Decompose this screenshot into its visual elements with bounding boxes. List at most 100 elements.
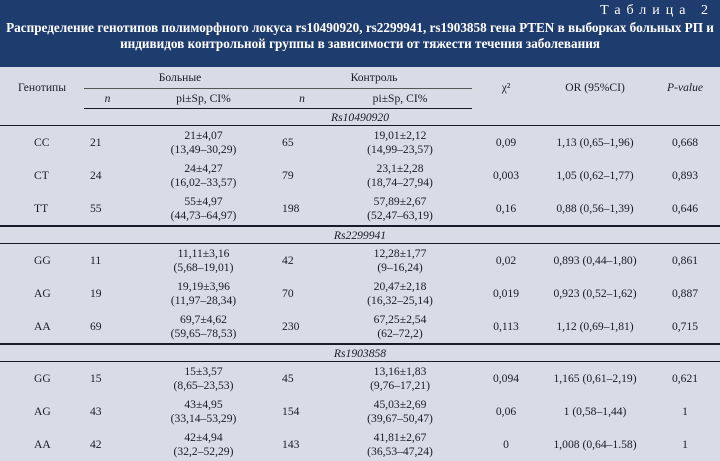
pi-patients-text: (32,2–52,29) [131, 445, 276, 459]
p-value-cell: 1 [650, 428, 720, 461]
n-patients-text: 19 [90, 287, 131, 301]
p-value-cell: 0,646 [650, 192, 720, 226]
n-patients-text: 21 [90, 136, 131, 150]
pi-control-cell: 12,28±1,77(9–16,24) [328, 244, 472, 278]
or-value-text: 1,13 (0,65–1,96) [540, 136, 650, 150]
pi-control-cell: 45,03±2,69(39,67–50,47) [328, 395, 472, 428]
chi2-value-text: 0,06 [472, 405, 540, 419]
header-genotypes: Генотипы [0, 67, 84, 109]
n-control-text: 198 [282, 202, 328, 216]
locus-label: Rs1903858 [0, 344, 720, 362]
genotype-cell: CT [0, 159, 84, 192]
pi-control-text: 45,03±2,69 [328, 398, 472, 412]
genotype-cell: AA [0, 428, 84, 461]
pi-patients-cell: 24±4,27(16,02–33,57) [131, 159, 276, 192]
locus-label: Rs10490920 [0, 109, 720, 126]
pi-control-text: (9,76–17,21) [328, 379, 472, 393]
n-control-text: 79 [282, 169, 328, 183]
genotype-text: AA [34, 438, 84, 452]
pi-patients-text: 21±4,07 [131, 129, 276, 143]
or-value-text: 1,05 (0,62–1,77) [540, 169, 650, 183]
or-value-cell: 0,88 (0,56–1,39) [540, 192, 650, 226]
genotype-cell: TT [0, 192, 84, 226]
n-patients-cell: 69 [84, 310, 131, 344]
n-control-cell: 45 [276, 362, 328, 396]
or-value-text: 1,008 (0,64–1.58) [540, 438, 650, 452]
chi2-value-text: 0,019 [472, 287, 540, 301]
genotype-cell: CC [0, 126, 84, 160]
pi-patients-text: 55±4,97 [131, 195, 276, 209]
n-patients-cell: 15 [84, 362, 131, 396]
table-title: Распределение генотипов полиморфного лок… [0, 20, 720, 52]
genotype-table: Генотипы Больные Контроль χ² OR (95%CI) … [0, 67, 720, 461]
pi-control-text: 41,81±2,67 [328, 431, 472, 445]
pi-control-text: (39,67–50,47) [328, 412, 472, 426]
n-control-cell: 198 [276, 192, 328, 226]
n-control-text: 42 [282, 254, 328, 268]
chi2-value-cell: 0,16 [472, 192, 540, 226]
locus-row: Rs2299941 [0, 226, 720, 244]
genotype-text: TT [34, 202, 84, 216]
n-control-cell: 79 [276, 159, 328, 192]
n-control-cell: 65 [276, 126, 328, 160]
chi2-value-cell: 0,06 [472, 395, 540, 428]
p-value-text: 1 [650, 405, 720, 419]
p-value-cell: 0,887 [650, 277, 720, 310]
locus-row: Rs10490920 [0, 109, 720, 126]
or-value-text: 0,893 (0,44–1,80) [540, 254, 650, 268]
n-patients-text: 69 [90, 320, 131, 334]
chi2-value-text: 0,113 [472, 320, 540, 334]
genotype-text: CT [34, 169, 84, 183]
pi-control-text: 19,01±2,12 [328, 129, 472, 143]
p-value-text: 0,668 [650, 136, 720, 150]
pi-patients-text: (33,14–53,29) [131, 412, 276, 426]
pi-patients-text: (11,97–28,34) [131, 294, 276, 308]
header-n-control: n [276, 89, 328, 109]
p-value-cell: 0,893 [650, 159, 720, 192]
pi-control-cell: 23,1±2,28(18,74–27,94) [328, 159, 472, 192]
n-patients-cell: 24 [84, 159, 131, 192]
n-control-text: 45 [282, 372, 328, 386]
p-value-cell: 0,861 [650, 244, 720, 278]
n-patients-text: 15 [90, 372, 131, 386]
n-patients-text: 24 [90, 169, 131, 183]
p-value-text: 0,893 [650, 169, 720, 183]
pi-patients-text: 42±4,94 [131, 431, 276, 445]
header-pi-patients: pi±Sp, CI% [131, 89, 276, 109]
n-patients-text: 55 [90, 202, 131, 216]
n-control-cell: 42 [276, 244, 328, 278]
n-control-cell: 230 [276, 310, 328, 344]
header-pi-control: pi±Sp, CI% [328, 89, 472, 109]
genotype-cell: GG [0, 362, 84, 396]
n-control-text: 230 [282, 320, 328, 334]
genotype-text: AG [34, 287, 84, 301]
chi2-value-text: 0,003 [472, 169, 540, 183]
genotype-cell: AG [0, 395, 84, 428]
p-value-text: 0,887 [650, 287, 720, 301]
pi-patients-text: 43±4,95 [131, 398, 276, 412]
n-patients-cell: 43 [84, 395, 131, 428]
chi2-value-text: 0,02 [472, 254, 540, 268]
pi-patients-text: (13,49–30,29) [131, 143, 276, 157]
chi2-value-text: 0,09 [472, 136, 540, 150]
table-header-banner: Таблица 2 Распределение генотипов полимо… [0, 0, 720, 67]
pi-patients-cell: 43±4,95(33,14–53,29) [131, 395, 276, 428]
title-line-1: Распределение генотипов полиморфного лок… [0, 20, 720, 36]
pi-control-text: 57,89±2,67 [328, 195, 472, 209]
genotype-text: AA [34, 320, 84, 334]
n-control-text: 143 [282, 438, 328, 452]
pi-control-text: (16,32–25,14) [328, 294, 472, 308]
pi-control-text: 23,1±2,28 [328, 162, 472, 176]
header-n-patients: n [84, 89, 131, 109]
pi-control-cell: 19,01±2,12(14,99–23,57) [328, 126, 472, 160]
pi-patients-cell: 21±4,07(13,49–30,29) [131, 126, 276, 160]
n-control-cell: 70 [276, 277, 328, 310]
pi-control-text: 67,25±2,54 [328, 313, 472, 327]
n-patients-cell: 55 [84, 192, 131, 226]
genotype-cell: GG [0, 244, 84, 278]
